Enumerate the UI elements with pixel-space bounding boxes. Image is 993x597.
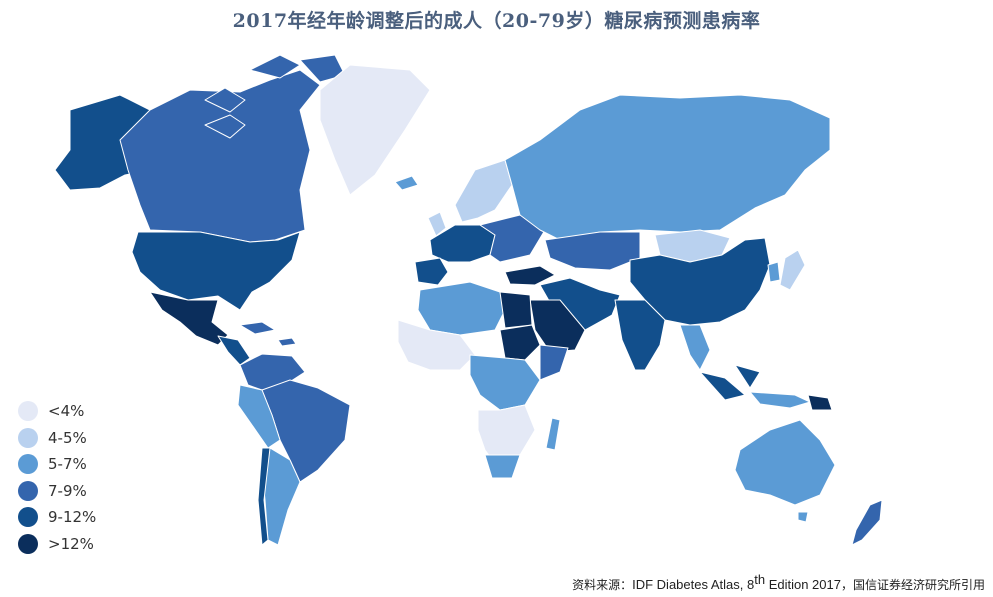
region-canada-islands bbox=[204, 54, 346, 139]
region-iceland bbox=[394, 175, 419, 191]
region-malaysia-indonesia bbox=[699, 364, 761, 401]
region-west-africa bbox=[397, 319, 476, 371]
source-sup: th bbox=[754, 572, 766, 587]
region-kazakhstan bbox=[544, 231, 641, 271]
region-east-africa bbox=[539, 344, 569, 381]
region-scandinavia bbox=[454, 159, 513, 223]
region-japan bbox=[779, 249, 806, 291]
source-prefix: 资料来源： bbox=[572, 578, 633, 592]
region-new-zealand bbox=[851, 499, 883, 546]
legend-swatch bbox=[18, 533, 38, 554]
region-caribbean bbox=[239, 321, 297, 347]
map-title: 2017年经年龄调整后的成人（20-79岁）糖尿病预测患病率 bbox=[232, 10, 761, 32]
source-note: 资料来源：IDF Diabetes Atlas, 8th Edition 201… bbox=[572, 572, 985, 593]
region-russia bbox=[504, 94, 831, 241]
region-north-africa bbox=[417, 281, 506, 336]
legend-label: 9-12% bbox=[48, 508, 97, 527]
region-sudan bbox=[499, 324, 541, 361]
source-edition: Edition 2017 bbox=[765, 577, 841, 592]
legend-swatch bbox=[18, 427, 38, 448]
legend-label: 7-9% bbox=[48, 481, 87, 500]
region-chile bbox=[257, 447, 271, 546]
source-name: IDF Diabetes Atlas, 8 bbox=[632, 577, 755, 592]
legend-swatch bbox=[18, 480, 38, 501]
legend-item: 7-9% bbox=[18, 478, 96, 505]
region-india bbox=[614, 299, 666, 371]
source-suffix: ，国信证券经济研究所引用 bbox=[840, 578, 985, 592]
region-indochina bbox=[679, 324, 711, 371]
region-greenland bbox=[319, 64, 431, 196]
region-central-america bbox=[217, 335, 251, 366]
legend-swatch bbox=[18, 454, 38, 475]
region-south-africa bbox=[484, 454, 521, 479]
region-alaska bbox=[54, 94, 151, 191]
legend-item: 9-12% bbox=[18, 504, 96, 531]
region-australia bbox=[734, 419, 836, 506]
region-turkey bbox=[504, 265, 556, 286]
world-map bbox=[54, 54, 883, 546]
region-madagascar bbox=[545, 417, 561, 451]
region-mexico bbox=[149, 291, 229, 346]
region-egypt bbox=[499, 291, 533, 329]
legend-item: 4-5% bbox=[18, 425, 96, 452]
legend-label: 5-7% bbox=[48, 455, 87, 474]
legend-label: >12% bbox=[48, 534, 94, 553]
region-korea bbox=[767, 261, 781, 283]
legend-swatch bbox=[18, 401, 38, 422]
legend-item: >12% bbox=[18, 531, 96, 558]
legend: <4% 4-5% 5-7% 7-9% 9-12% >12% bbox=[18, 398, 96, 557]
region-uk bbox=[427, 211, 447, 237]
region-iberia bbox=[414, 257, 449, 286]
region-peru-bolivia bbox=[237, 384, 281, 449]
region-central-africa bbox=[469, 354, 541, 411]
region-usa bbox=[131, 231, 301, 311]
legend-label: 4-5% bbox=[48, 428, 87, 447]
region-saudi-arabia bbox=[529, 299, 586, 353]
legend-label: <4% bbox=[48, 402, 85, 421]
legend-item: 5-7% bbox=[18, 451, 96, 478]
legend-item: <4% bbox=[18, 398, 96, 425]
legend-swatch bbox=[18, 507, 38, 528]
region-papua bbox=[807, 394, 833, 411]
region-tasmania bbox=[797, 511, 809, 523]
region-indonesia-islands bbox=[749, 391, 811, 409]
